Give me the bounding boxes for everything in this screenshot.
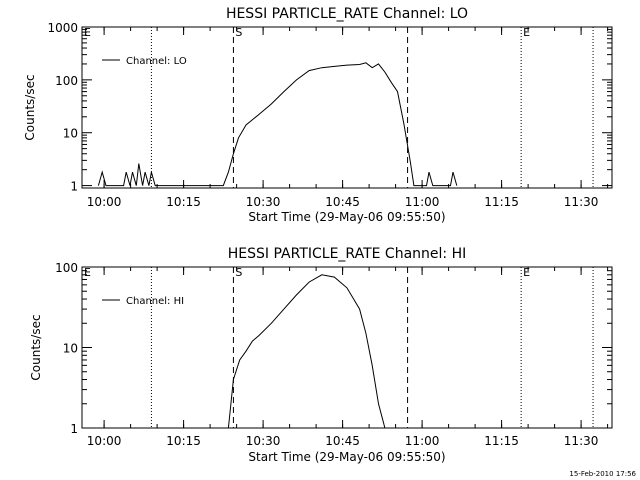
y-tick-label: 100: [55, 261, 78, 275]
x-tick-label: 10:00: [87, 195, 122, 209]
x-tick-label: 10:45: [325, 195, 360, 209]
x-tick-label: 11:30: [564, 195, 599, 209]
chart-title-1: HESSI PARTICLE_RATE Channel: HI: [228, 246, 466, 262]
start-marker: S: [235, 26, 242, 39]
x-tick-label: 10:00: [87, 434, 122, 448]
x-tick-label: 11:15: [484, 195, 519, 209]
y-axis-label: Counts/sec: [29, 314, 43, 380]
chart-title-0: HESSI PARTICLE_RATE Channel: LO: [226, 6, 468, 22]
x-tick-label: 10:45: [325, 434, 360, 448]
x-tick-label: 11:30: [564, 434, 599, 448]
y-tick-label: 1: [70, 180, 78, 194]
x-tick-label: 10:30: [246, 434, 281, 448]
y-tick-label: 10: [63, 127, 78, 141]
x-tick-label: 11:00: [405, 195, 440, 209]
series-line-0-0: [97, 62, 458, 187]
legend-label: Channel: HI: [126, 296, 184, 307]
x-axis-label: Start Time (29-May-06 09:55:50): [248, 450, 445, 464]
plot-frame-1: [81, 266, 613, 429]
end-marker: E: [523, 266, 530, 279]
plot-frame-0: [81, 26, 613, 189]
y-tick-label: 1: [70, 422, 78, 436]
end-marker-left: E: [84, 26, 91, 39]
y-axis-label: Counts/sec: [23, 74, 37, 140]
y-tick-label: 100: [55, 74, 78, 88]
x-tick-label: 10:15: [166, 195, 201, 209]
series-line-1-0: [227, 274, 386, 429]
footer-timestamp: 15-Feb-2010 17:56: [569, 470, 636, 478]
x-tick-label: 10:15: [166, 434, 201, 448]
y-tick-label: 1000: [47, 21, 78, 35]
start-marker: S: [235, 266, 242, 279]
end-marker-left: E: [84, 266, 91, 279]
y-tick-label: 10: [63, 342, 78, 356]
x-tick-label: 10:30: [246, 195, 281, 209]
legend-label: Channel: LO: [126, 56, 187, 67]
x-tick-label: 11:00: [405, 434, 440, 448]
x-axis-label: Start Time (29-May-06 09:55:50): [248, 210, 445, 224]
x-tick-label: 11:15: [484, 434, 519, 448]
end-marker: E: [523, 26, 530, 39]
